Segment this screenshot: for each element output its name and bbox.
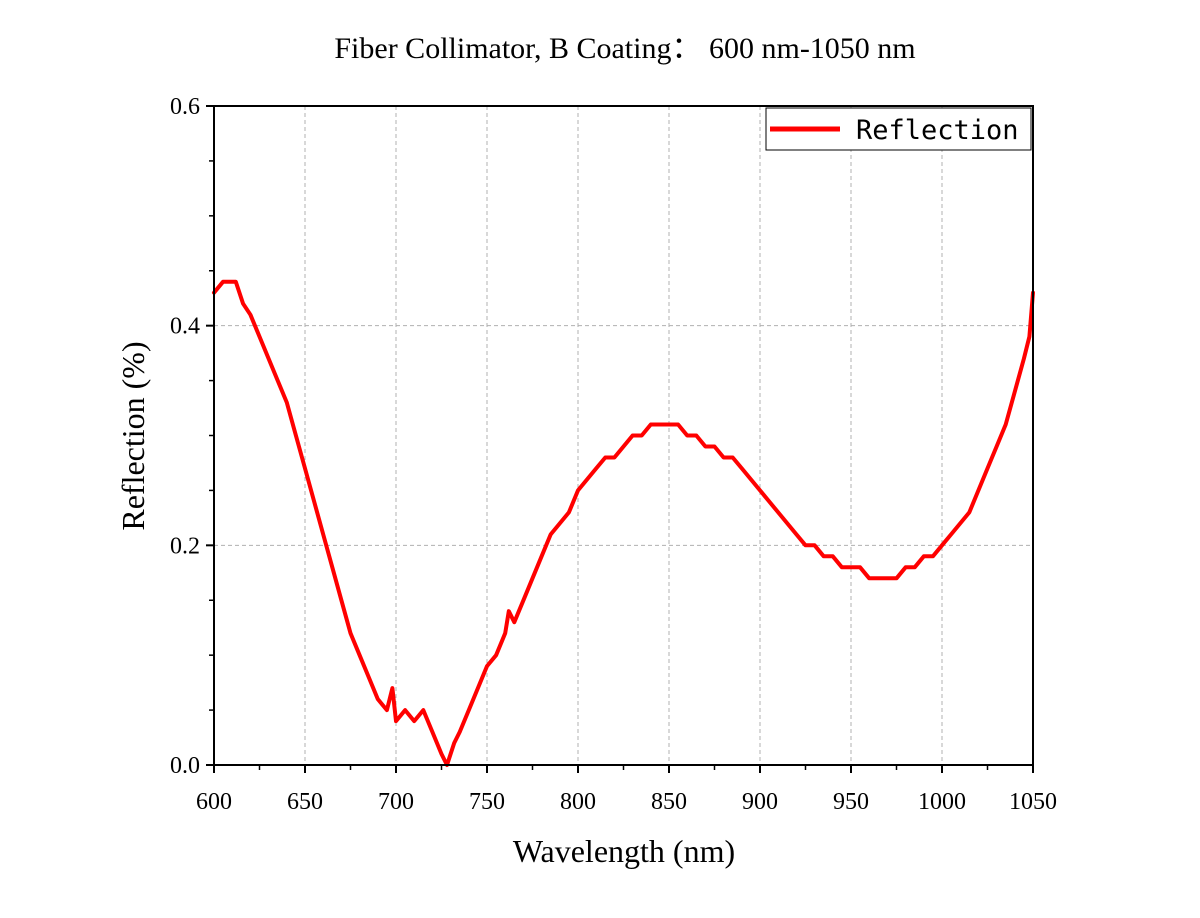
- x-tick-label: 1000: [918, 789, 966, 815]
- y-axis-label: Reflection (%): [115, 341, 151, 530]
- x-tick-label: 700: [378, 789, 414, 815]
- y-tick-label: 0.0: [170, 753, 200, 779]
- ticks-layer: 600 650 700 750 800 850 900 950 1000 1050 0.0 0.2 0.…: [170, 94, 1057, 815]
- y-tick-label: 0.4: [170, 314, 200, 340]
- legend-label-reflection: Reflection: [856, 115, 1019, 146]
- x-tick-label: 650: [287, 789, 323, 815]
- x-axis-label: Wavelength (nm): [513, 833, 735, 869]
- series-line-reflection: [212, 279, 1035, 767]
- x-tick-label: 800: [560, 789, 596, 815]
- x-tick-label: 600: [196, 789, 232, 815]
- series-layer: [212, 279, 1035, 767]
- x-tick-label: 900: [742, 789, 778, 815]
- y-tick-label: 0.2: [170, 533, 200, 559]
- chart-title: Fiber Collimator, B Coating： 600 nm-1050…: [334, 32, 915, 65]
- x-tick-label: 750: [469, 789, 505, 815]
- x-tick-label: 950: [833, 789, 869, 815]
- legend: Reflection: [765, 107, 1032, 151]
- grid-layer: [214, 106, 1033, 765]
- y-tick-label: 0.6: [170, 94, 200, 120]
- plot-frame: [213, 105, 1034, 766]
- x-tick-label: 1050: [1009, 789, 1057, 815]
- x-tick-label: 850: [651, 789, 687, 815]
